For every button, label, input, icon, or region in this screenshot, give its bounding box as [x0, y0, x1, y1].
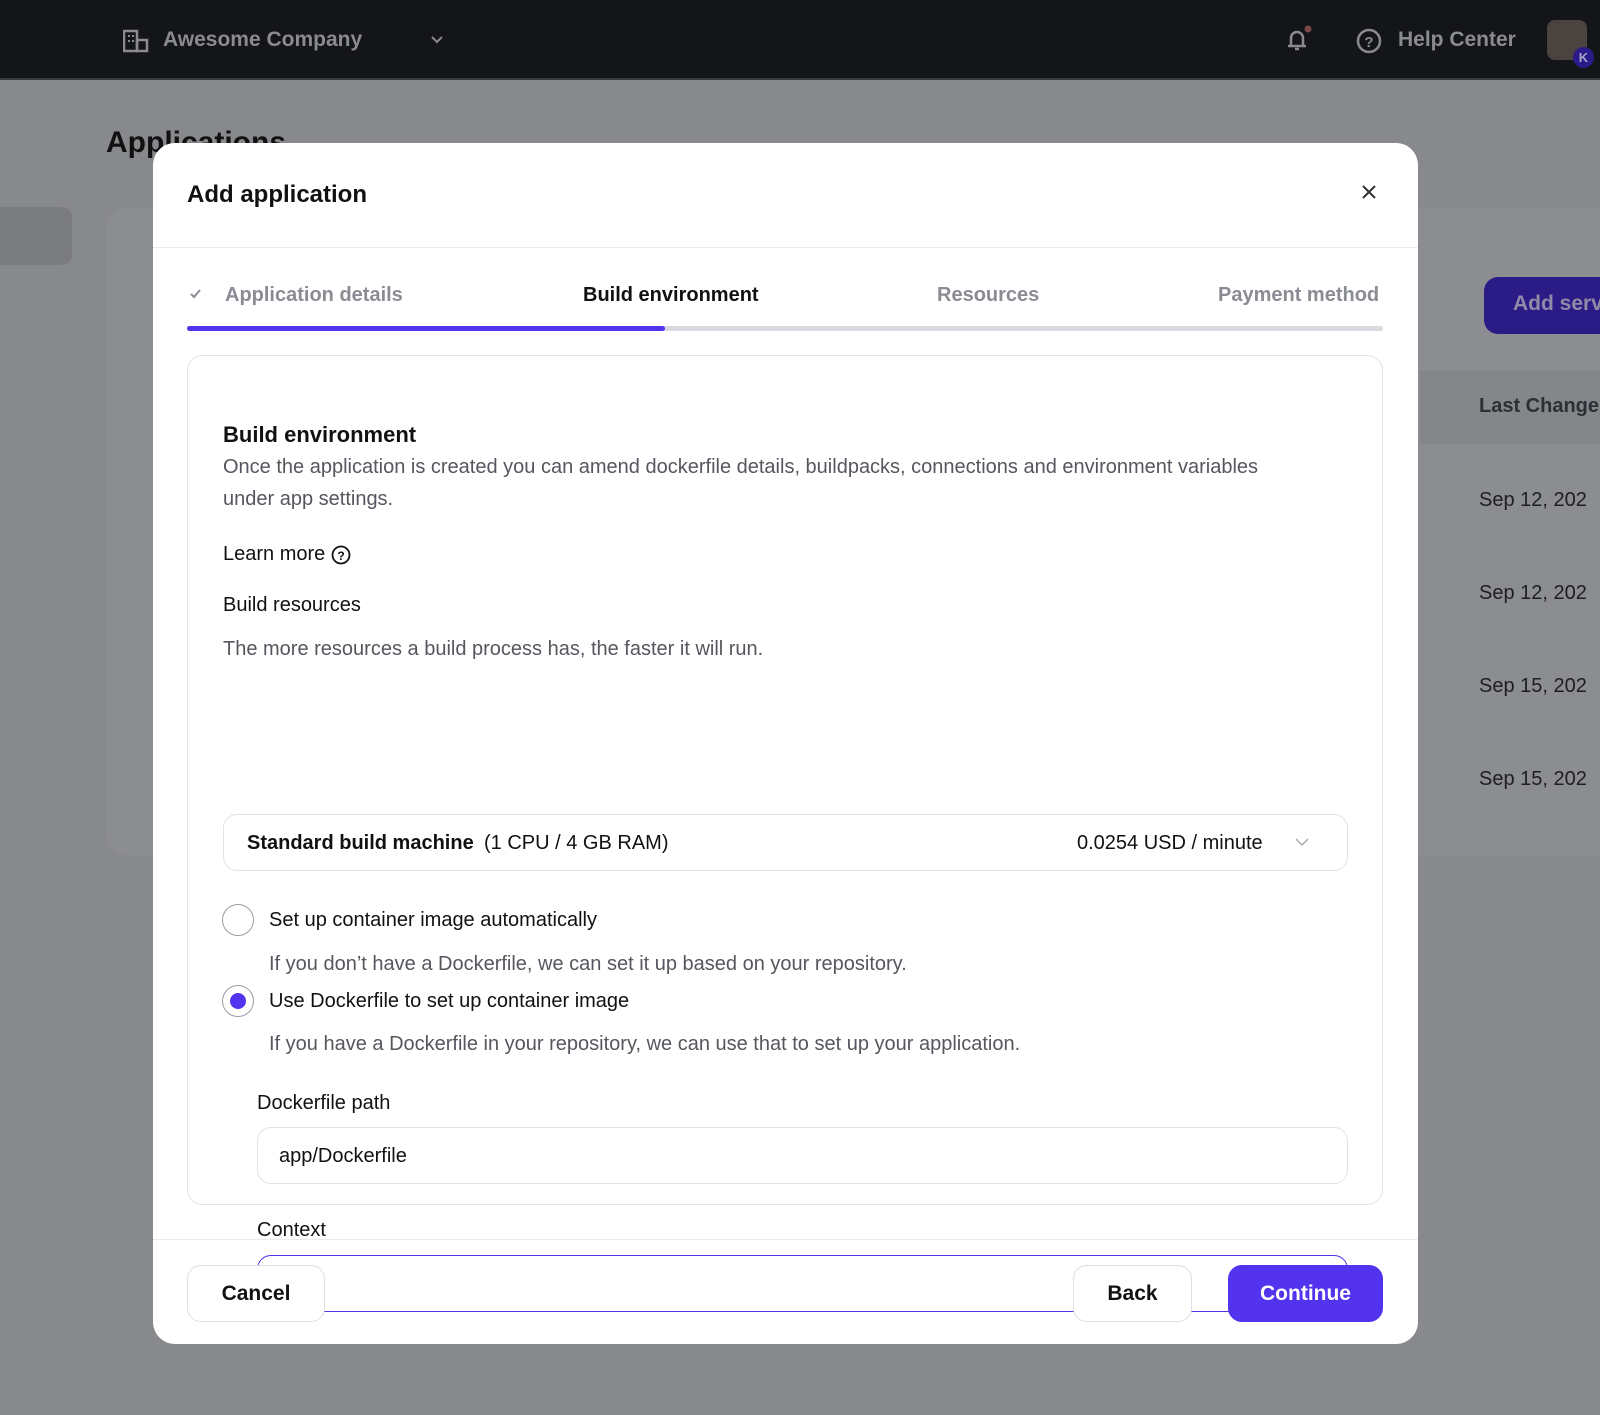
check-icon [190, 289, 201, 299]
chevron-down-icon[interactable] [430, 35, 444, 45]
help-icon[interactable]: ? [1356, 28, 1382, 54]
company-switcher[interactable]: Awesome Company [163, 28, 363, 51]
option-auto-description: If you don’t have a Dockerfile, we can s… [269, 953, 907, 975]
machine-spec: (1 CPU / 4 GB RAM) [484, 832, 669, 854]
option-dockerfile-label: Use Dockerfile to set up container image [269, 990, 630, 1012]
help-circle-icon: ? [331, 545, 351, 564]
bell-icon[interactable] [1283, 24, 1313, 54]
add-application-modal: Add application Application details Buil… [153, 143, 1418, 1344]
back-button[interactable]: Back [1073, 1265, 1192, 1322]
table-cell-date: Sep 12, 202 [1479, 582, 1587, 604]
step-payment-method: Payment method [1218, 284, 1380, 306]
svg-text:?: ? [338, 549, 345, 563]
svg-text:?: ? [1364, 34, 1373, 51]
learn-more-label: Learn more [223, 543, 326, 565]
table-cell-date: Sep 12, 202 [1479, 489, 1587, 511]
sidebar-item[interactable] [0, 207, 72, 265]
modal-title: Add application [187, 181, 367, 208]
machine-name: Standard build machine [247, 832, 474, 854]
divider [153, 1239, 1418, 1240]
column-header-last-change: Last Change [1479, 395, 1600, 417]
progress-track [187, 326, 1383, 331]
table-header [1420, 370, 1600, 444]
build-machine-select[interactable]: Standard build machine (1 CPU / 4 GB RAM… [223, 814, 1348, 871]
table-cell-date: Sep 15, 202 [1479, 768, 1587, 790]
table-cell-date: Sep 15, 202 [1479, 675, 1587, 697]
radio-auto-container[interactable] [222, 904, 254, 936]
build-resources-label: Build resources [223, 594, 361, 616]
section-description: Once the application is created you can … [223, 456, 1259, 478]
avatar-badge: K [1573, 47, 1594, 68]
radio-use-dockerfile[interactable] [222, 985, 254, 1017]
learn-more-link[interactable]: Learn more ? [223, 543, 351, 566]
chevron-down-icon [1295, 838, 1309, 847]
option-auto-label: Set up container image automatically [269, 909, 597, 931]
option-dockerfile-description: If you have a Dockerfile in your reposit… [269, 1033, 1021, 1055]
build-resources-description: The more resources a build process has, … [223, 638, 764, 660]
dockerfile-path-label: Dockerfile path [257, 1092, 391, 1114]
close-icon[interactable] [1356, 179, 1382, 205]
help-center-link[interactable]: Help Center [1398, 28, 1516, 51]
build-environment-panel: Build environment Once the application i… [187, 355, 1383, 1312]
step-application-details[interactable]: Application details [225, 284, 403, 306]
add-service-button[interactable]: Add serv [1484, 277, 1600, 334]
divider [153, 247, 1418, 248]
dockerfile-path-input[interactable]: app/Dockerfile [257, 1127, 1348, 1184]
section-title: Build environment [223, 422, 417, 447]
top-nav: Awesome Company ? Help Center K [0, 0, 1600, 80]
step-resources: Resources [937, 284, 1040, 306]
building-icon [123, 29, 149, 53]
cancel-button[interactable]: Cancel [187, 1265, 325, 1322]
continue-button[interactable]: Continue [1228, 1265, 1383, 1322]
progress-fill [187, 326, 666, 331]
section-description-2: under app settings. [223, 488, 394, 510]
step-build-environment: Build environment [583, 284, 759, 306]
machine-price: 0.0254 USD / minute [1077, 832, 1263, 854]
context-label: Context [257, 1219, 326, 1241]
